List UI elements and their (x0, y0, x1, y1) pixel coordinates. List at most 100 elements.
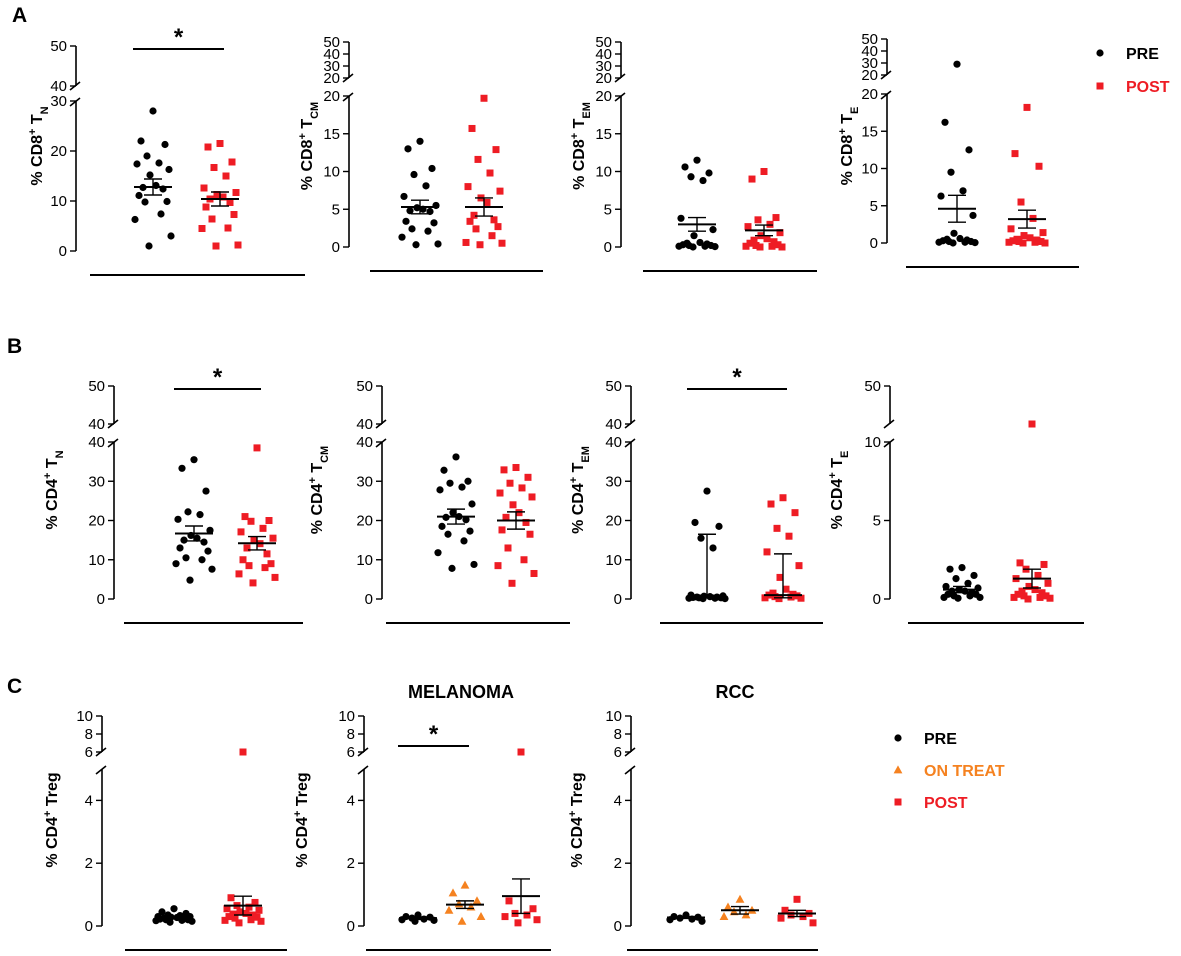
y-tick-label: 30 (595, 58, 612, 75)
data-point (468, 124, 476, 132)
data-point (530, 569, 538, 577)
data-point (490, 216, 498, 224)
data-point (170, 905, 178, 913)
data-point (1005, 238, 1013, 246)
data-point (1035, 162, 1043, 170)
data-point (520, 556, 528, 564)
axis-break-mark (880, 90, 892, 100)
y-tick-label: 8 (614, 726, 622, 743)
y-tick-label: 0 (873, 591, 881, 608)
significance-star: * (429, 721, 439, 748)
group-post (501, 748, 541, 927)
panel-1: A 40 50 0 10 20 30% CD8+ TN * (12, 4, 305, 276)
data-point (198, 225, 206, 232)
data-point (480, 94, 488, 102)
data-point (775, 595, 783, 603)
data-point (1031, 586, 1039, 594)
data-point (1038, 589, 1046, 597)
data-point (438, 522, 446, 530)
data-point (754, 216, 762, 224)
axis-break-mark (107, 438, 119, 448)
data-point (446, 479, 454, 487)
data-point (476, 911, 486, 920)
legend-label-pre: PRE (1126, 46, 1159, 63)
group-on_treat (719, 894, 759, 920)
data-point (202, 203, 210, 211)
data-point (157, 210, 165, 218)
data-point (949, 239, 957, 247)
data-point (941, 118, 949, 126)
data-point (434, 549, 442, 557)
legend-label-on_treat: ON TREAT (924, 763, 1005, 780)
data-point (193, 534, 201, 542)
data-point (1011, 150, 1019, 158)
group-post (742, 168, 786, 251)
group-pre (940, 564, 984, 602)
data-point (468, 500, 476, 508)
data-point (744, 223, 752, 231)
data-point (766, 220, 774, 228)
data-point (937, 192, 945, 200)
y-tick-label: 8 (85, 726, 93, 743)
data-point (494, 223, 502, 231)
data-point (498, 239, 506, 247)
data-point (1046, 594, 1054, 602)
data-point (950, 229, 958, 237)
data-point (976, 593, 984, 602)
y-tick-label: 6 (85, 744, 93, 761)
y-tick-label: 50 (356, 378, 373, 395)
data-point (1024, 595, 1032, 603)
data-point (259, 524, 267, 532)
data-point (701, 242, 709, 250)
data-point (971, 239, 979, 247)
data-point (498, 526, 506, 534)
data-point (219, 193, 227, 201)
data-point (250, 536, 258, 544)
data-point (1041, 239, 1049, 247)
group-post (777, 895, 817, 927)
data-point (969, 211, 977, 220)
data-point (225, 913, 233, 921)
data-point (496, 187, 504, 195)
group-on_treat (444, 880, 486, 925)
data-point (690, 232, 698, 240)
data-point (773, 524, 781, 532)
data-point (533, 916, 541, 924)
data-point (410, 170, 418, 179)
data-point (502, 513, 510, 521)
data-point (699, 176, 707, 185)
data-point (1037, 238, 1045, 246)
y-tick-label: 50 (50, 38, 67, 55)
data-point (1019, 239, 1027, 247)
data-point (795, 562, 803, 570)
data-point (518, 484, 526, 492)
y-tick-label: 0 (85, 918, 93, 935)
data-point (440, 466, 448, 474)
data-point (474, 155, 482, 163)
data-point (1023, 103, 1031, 111)
y-tick-label: 0 (59, 243, 67, 260)
data-point (253, 913, 261, 921)
data-point (760, 168, 768, 175)
data-point (460, 880, 470, 889)
data-point (247, 916, 255, 924)
data-point (797, 594, 805, 602)
y-tick-label: 20 (323, 70, 340, 87)
data-point (402, 217, 410, 225)
data-point (763, 235, 771, 243)
y-tick-label: 40 (605, 416, 622, 433)
data-point (787, 593, 795, 601)
y-tick-label: 40 (88, 434, 105, 451)
axis-break-mark (342, 92, 354, 102)
data-point (787, 911, 795, 919)
data-point (771, 593, 779, 601)
data-point (255, 906, 263, 914)
y-tick-label: 2 (347, 855, 355, 872)
data-point (210, 164, 218, 171)
y-tick-label: 5 (332, 201, 340, 218)
data-point (750, 236, 758, 244)
y-tick-label: 30 (323, 58, 340, 75)
data-point (509, 501, 517, 509)
